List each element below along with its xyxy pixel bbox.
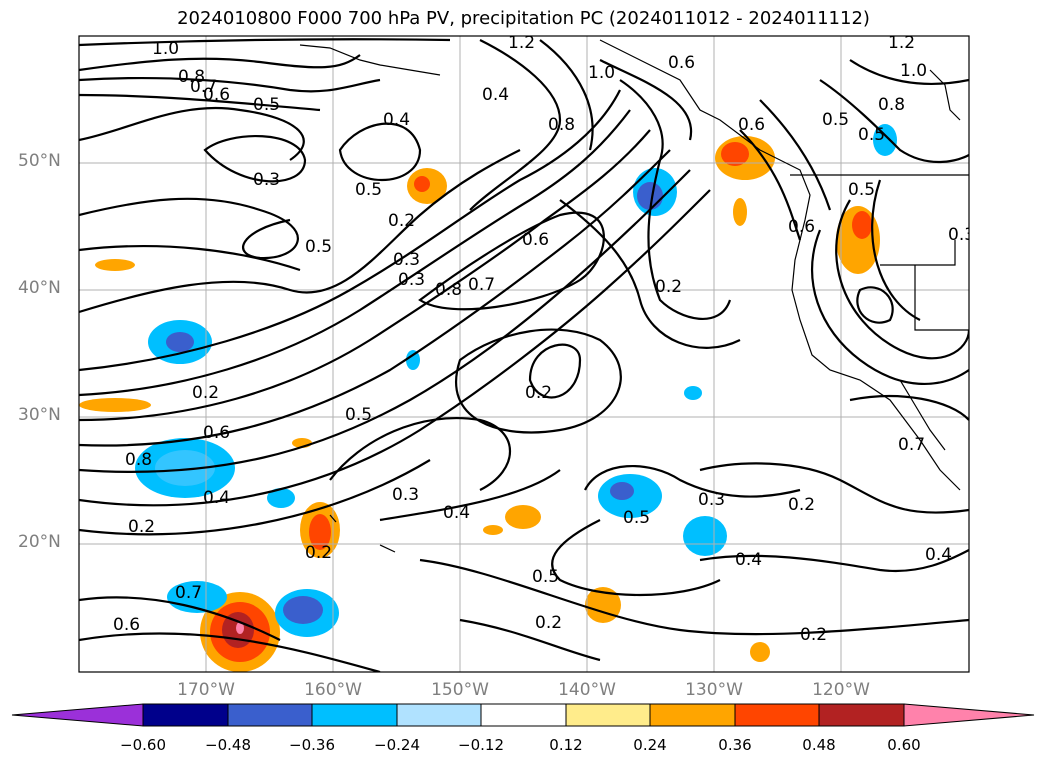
contour-label: 0.2 (388, 211, 415, 231)
contour-label: 1.0 (152, 39, 179, 59)
contour-label: 0.7 (175, 583, 202, 603)
lon-label: 150°W (431, 680, 489, 700)
contour-label: 0.2 (800, 625, 827, 645)
colorbar-under-arrow (11, 703, 144, 727)
colorbar-bin (565, 703, 651, 727)
contour-label: 1.0 (900, 61, 927, 81)
contour-label: 0.4 (203, 488, 230, 508)
contour-label: 0.5 (305, 237, 332, 257)
contour-label: 1.0 (588, 63, 615, 83)
lat-label: 50°N (18, 151, 61, 171)
map-title: 2024010800 F000 700 hPa PV, precipitatio… (177, 8, 870, 29)
contour-label: 0.5 (532, 567, 559, 587)
contour-label: 0.8 (125, 450, 152, 470)
contour-label: 0.8 (178, 67, 205, 87)
lon-label: 120°W (812, 680, 870, 700)
contour-label: 0.3 (393, 250, 420, 270)
contour-label: 1.2 (888, 33, 915, 53)
contour-label: 0.3 (698, 490, 725, 510)
lon-label: 140°W (558, 680, 616, 700)
contour-label: 0.2 (788, 495, 815, 515)
contour-label: 0.3 (392, 485, 419, 505)
contour-label: 0.8 (878, 95, 905, 115)
colorbar-tick: 0.36 (718, 736, 752, 754)
lon-label: 130°W (685, 680, 743, 700)
contour-label: 0.3 (253, 170, 280, 190)
colorbar-tick: 0.60 (887, 736, 921, 754)
contour-label: 0.2 (535, 613, 562, 633)
lon-label: 160°W (304, 680, 362, 700)
contour-label: 0.4 (735, 550, 762, 570)
precip-shading (79, 124, 897, 672)
colorbar-tick: −0.12 (458, 736, 504, 754)
colorbar-bin (649, 703, 736, 727)
colorbar (11, 703, 1035, 727)
lat-label: 30°N (18, 405, 61, 425)
colorbar-tick: 0.12 (549, 736, 583, 754)
contour-label: 0.2 (655, 277, 682, 297)
contour-label: 0.4 (925, 545, 952, 565)
contour-label: 0.4 (383, 110, 410, 130)
contour-label: 0.4 (482, 85, 509, 105)
contour-label: 0.2 (128, 517, 155, 537)
lat-label: 40°N (18, 278, 61, 298)
contour-label: 0.6 (113, 615, 140, 635)
map-gridlines (79, 36, 969, 672)
contour-label: 0.3 (948, 225, 975, 245)
colorbar-bin (480, 703, 567, 727)
colorbar-bin (818, 703, 905, 727)
colorbar-over-arrow (903, 703, 1035, 727)
contour-label: 0.5 (355, 180, 382, 200)
contour-label: 0.6 (203, 85, 230, 105)
contour-label: 1.2 (508, 33, 535, 53)
lat-label: 20°N (18, 532, 61, 552)
contour-label: 0.7 (468, 275, 495, 295)
colorbar-tick: −0.36 (289, 736, 335, 754)
contour-labels: 1.0 0.8 0.7 0.6 0.5 0.4 0.3 0.5 0.5 0.2 … (113, 33, 975, 645)
contour-label: 0.6 (738, 115, 765, 135)
contour-label: 0.2 (525, 383, 552, 403)
contour-label: 0.8 (435, 280, 462, 300)
contour-label: 0.5 (848, 180, 875, 200)
colorbar-bin (396, 703, 482, 727)
coastlines (299, 39, 969, 553)
contour-label: 0.6 (203, 423, 230, 443)
colorbar-bin (227, 703, 313, 727)
map-background (79, 36, 969, 672)
contour-label: 0.5 (345, 405, 372, 425)
colorbar-tick: 0.48 (802, 736, 836, 754)
contour-label: 0.6 (788, 217, 815, 237)
contour-label: 0.6 (522, 230, 549, 250)
colorbar-bin (311, 703, 398, 727)
colorbar-tick: −0.60 (120, 736, 166, 754)
contour-label: 0.7 (190, 77, 217, 97)
contour-label: 0.7 (898, 435, 925, 455)
contour-label: 0.5 (858, 125, 885, 145)
contour-label: 0.4 (443, 503, 470, 523)
pv-contours (79, 38, 969, 672)
lon-label: 170°W (177, 680, 235, 700)
contour-label: 0.8 (548, 115, 575, 135)
colorbar-tick: −0.24 (374, 736, 420, 754)
colorbar-tick: −0.48 (205, 736, 251, 754)
contour-label: 0.2 (305, 543, 332, 563)
contour-label: 0.5 (822, 110, 849, 130)
contour-label: 0.5 (253, 95, 280, 115)
colorbar-bin (734, 703, 820, 727)
contour-label: 0.6 (668, 53, 695, 73)
contour-label: 0.5 (623, 508, 650, 528)
map-frame (78, 35, 970, 673)
contour-label: 0.2 (192, 383, 219, 403)
colorbar-bin (142, 703, 229, 727)
colorbar-tick: 0.24 (633, 736, 667, 754)
contour-label: 0.3 (398, 270, 425, 290)
